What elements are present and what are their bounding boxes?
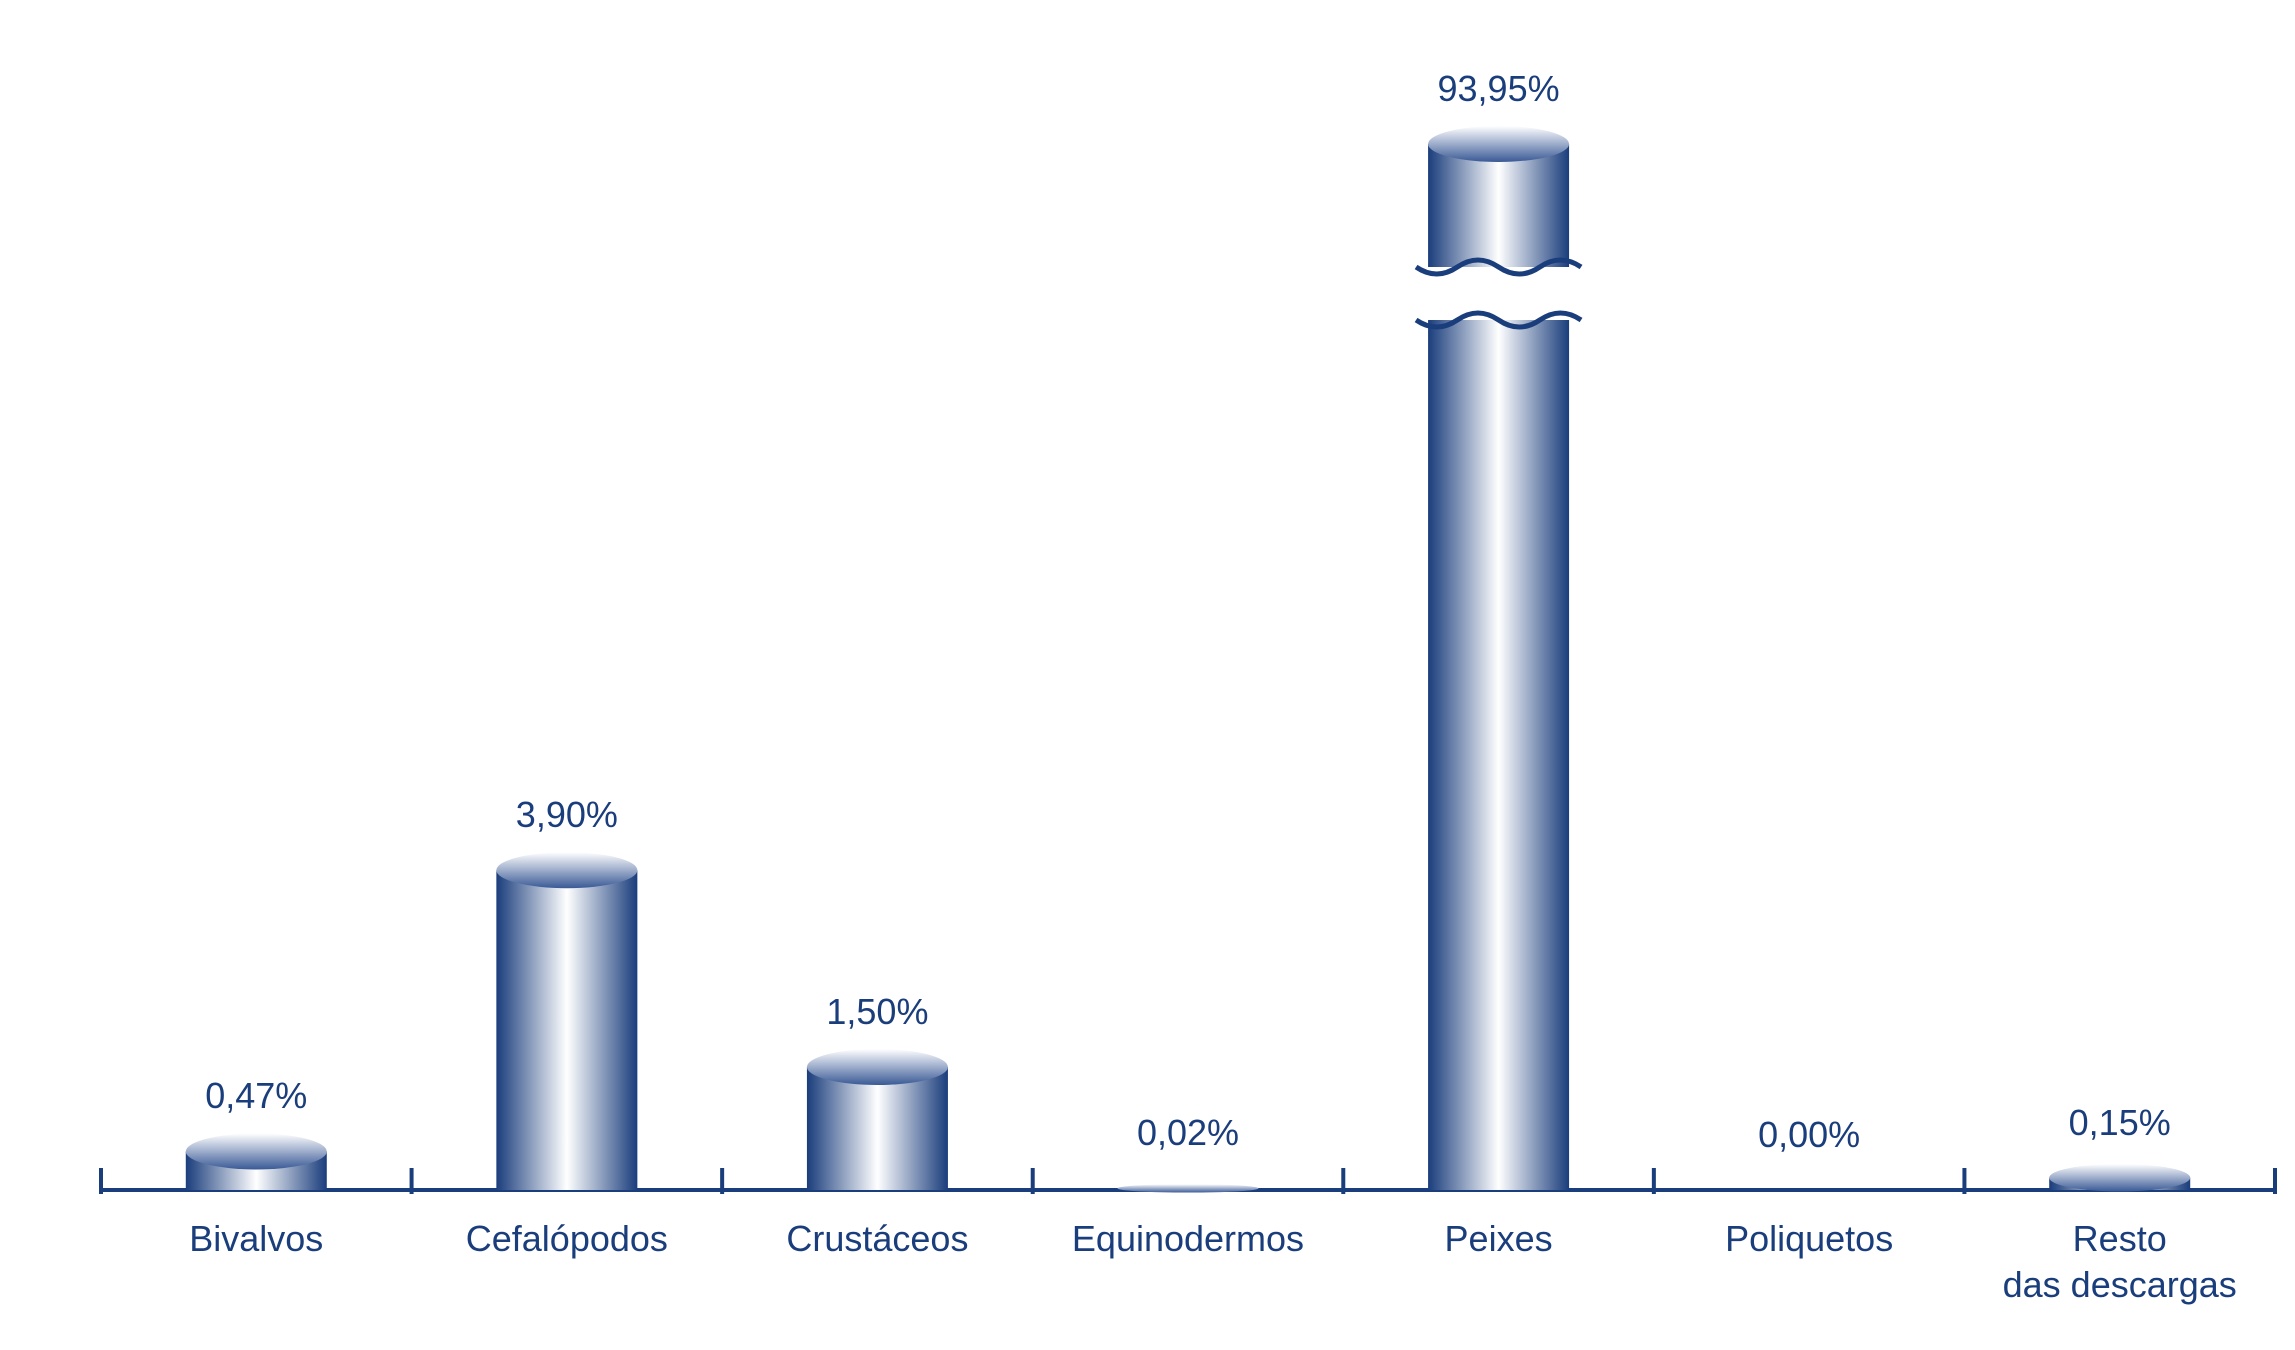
x-tick-label: Cefalópodos — [465, 1218, 668, 1259]
value-label: 0,15% — [2068, 1101, 2171, 1143]
x-tick-label: Equinodermos — [1071, 1218, 1305, 1259]
x-tick-label: Peixes — [1444, 1218, 1553, 1259]
value-label: 93,95% — [1437, 68, 1560, 109]
bar-cap — [1428, 126, 1570, 162]
value-label: 1,50% — [826, 991, 929, 1032]
x-tick-label: Bivalvos — [189, 1218, 324, 1259]
bar-cap — [496, 852, 638, 889]
value-label: 3,90% — [515, 794, 618, 836]
x-tick-label: Crustáceos — [786, 1218, 969, 1259]
axis-break-gap — [1426, 267, 1572, 320]
axis-break — [1414, 310, 1583, 330]
value-label: 0,02% — [1136, 1112, 1240, 1154]
bar-cap — [2049, 1163, 2191, 1192]
value-label: 0,00% — [1758, 1114, 1861, 1155]
bar-cap — [806, 1049, 948, 1085]
value-label: 0,47% — [205, 1075, 308, 1117]
x-tick-label: Poliquetos — [1725, 1218, 1894, 1259]
bar-cap — [185, 1133, 327, 1170]
axis-break — [1414, 257, 1583, 277]
bar — [806, 1067, 948, 1190]
bar — [496, 870, 638, 1190]
bar-cap — [1117, 1184, 1259, 1193]
x-tick-label: Resto das descargas — [2002, 1218, 2237, 1305]
